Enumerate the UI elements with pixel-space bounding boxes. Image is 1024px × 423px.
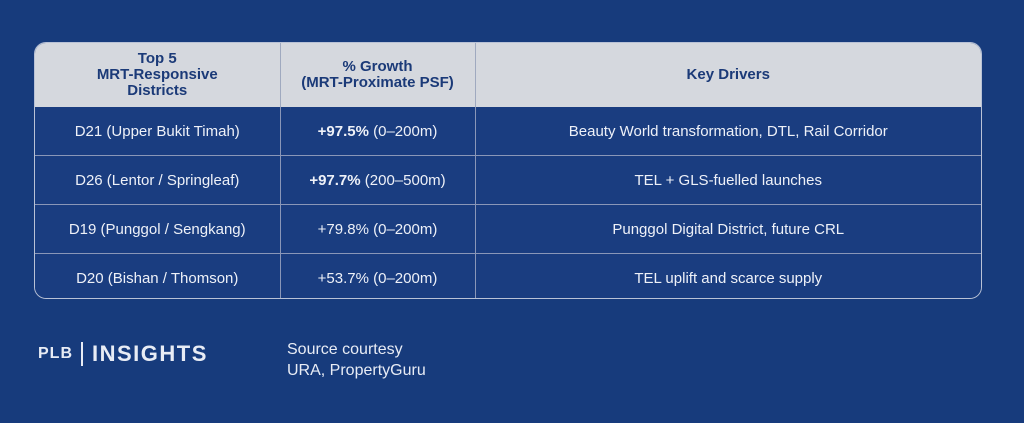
mrt-growth-table: Top 5 MRT-Responsive Districts % Growth … [35,43,981,298]
source-line-1: Source courtesy [287,341,403,358]
plb-insights-logo: PLB INSIGHTS [38,341,208,367]
header-drivers: Key Drivers [475,43,981,107]
growth-value: +97.7% [309,171,361,189]
cell-drivers: TEL uplift and scarce supply [475,253,981,298]
table-row: D21 (Upper Bukit Timah) +97.5% (0–200m) … [35,107,981,156]
growth-value: +97.5% [317,122,369,140]
cell-district: D19 (Punggol / Sengkang) [35,204,281,254]
cell-growth: +97.5% (0–200m) [280,107,476,156]
table-row: D26 (Lentor / Springleaf) +97.7% (200–50… [35,155,981,205]
cell-growth: +97.7% (200–500m) [280,155,476,205]
growth-range: (0–200m) [368,269,438,287]
cell-district: D20 (Bishan / Thomson) [35,253,281,298]
footer-logo: PLB INSIGHTS [38,341,208,367]
growth-table-container: Top 5 MRT-Responsive Districts % Growth … [34,42,982,299]
growth-range: (200–500m) [360,171,446,189]
cell-district: D26 (Lentor / Springleaf) [35,155,281,205]
source-note: Source courtesy URA, PropertyGuru [287,339,426,381]
growth-value: +79.8% [317,220,369,238]
cell-drivers: Beauty World transformation, DTL, Rail C… [475,107,981,156]
cell-growth: +79.8% (0–200m) [280,204,476,254]
cell-district: D21 (Upper Bukit Timah) [35,107,281,156]
cell-growth: +53.7% (0–200m) [280,253,476,298]
table-row: D19 (Punggol / Sengkang) +79.8% (0–200m)… [35,204,981,254]
logo-insights-text: INSIGHTS [92,341,208,366]
header-drivers-label: Key Drivers [686,66,770,83]
header-districts-label: Top 5 MRT-Responsive Districts [96,50,218,99]
table-header-row: Top 5 MRT-Responsive Districts % Growth … [35,43,981,107]
header-growth-label: % Growth (MRT-Proximate PSF) [301,58,454,91]
cell-drivers: Punggol Digital District, future CRL [475,204,981,254]
logo-plb-text: PLB [38,345,73,362]
logo-divider [81,342,83,366]
growth-value: +53.7% [317,269,369,287]
source-line-2: URA, PropertyGuru [287,362,426,379]
header-districts: Top 5 MRT-Responsive Districts [35,43,281,107]
table-row: D20 (Bishan / Thomson) +53.7% (0–200m) T… [35,253,981,298]
growth-range: (0–200m) [368,122,438,140]
growth-range: (0–200m) [368,220,438,238]
cell-drivers: TEL + GLS-fuelled launches [475,155,981,205]
header-growth: % Growth (MRT-Proximate PSF) [280,43,476,107]
